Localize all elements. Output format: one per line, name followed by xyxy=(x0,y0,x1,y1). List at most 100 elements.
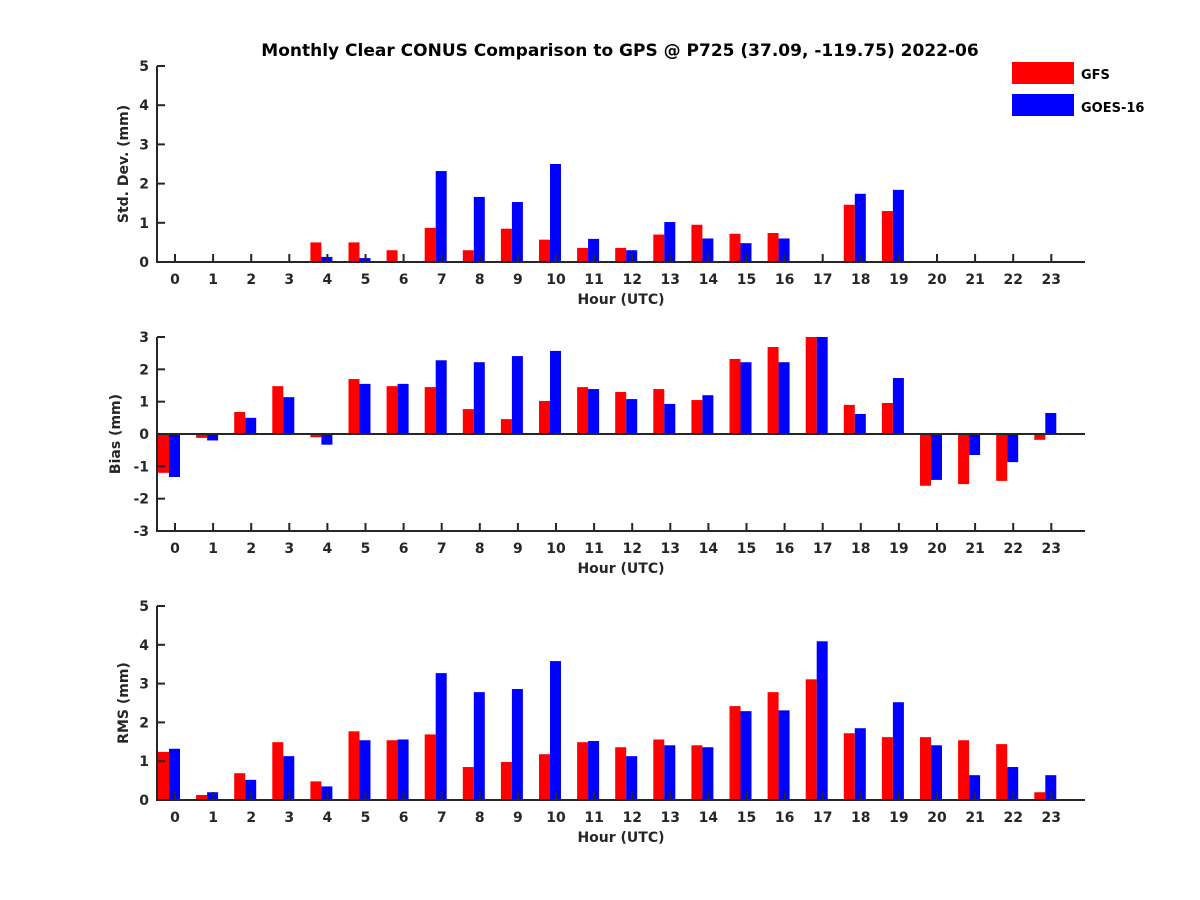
xtick-label: 18 xyxy=(851,810,870,826)
bar-rms-gfs-hour-5 xyxy=(348,731,360,800)
bar-std-goes16-hour-11 xyxy=(588,238,600,262)
bar-rms-gfs-hour-2 xyxy=(234,773,246,800)
xtick-label: 6 xyxy=(399,810,409,826)
xtick-label: 11 xyxy=(584,810,603,826)
bar-std-gfs-hour-12 xyxy=(615,247,627,262)
ytick-label: 1 xyxy=(139,216,149,232)
bar-bias-gfs-hour-20 xyxy=(920,434,931,486)
bar-rms-gfs-hour-0 xyxy=(158,751,169,800)
x-axis-label-std: Hour (UTC) xyxy=(577,292,664,308)
legend-label-goes16: GOES-16 xyxy=(1081,101,1144,116)
bar-rms-goes16-hour-15 xyxy=(740,711,752,800)
xtick-label: 7 xyxy=(437,541,447,557)
axes-std xyxy=(156,66,1085,263)
bar-rms-goes16-hour-22 xyxy=(1007,767,1019,800)
xtick-label: 5 xyxy=(361,541,371,557)
xtick-label: 7 xyxy=(437,810,447,826)
ytick-label: 3 xyxy=(139,330,149,346)
bar-rms-gfs-hour-1 xyxy=(196,794,208,800)
xtick-label: 14 xyxy=(699,541,719,557)
ytick-label: -3 xyxy=(133,524,149,540)
xtick-label: 4 xyxy=(323,272,333,288)
bar-bias-gfs-hour-3 xyxy=(272,386,284,434)
bar-rms-gfs-hour-22 xyxy=(996,744,1008,800)
bar-bias-goes16-hour-15 xyxy=(740,362,752,434)
xtick-label: 19 xyxy=(889,810,908,826)
xtick-label: 13 xyxy=(661,541,680,557)
bar-bias-goes16-hour-0 xyxy=(169,434,180,478)
bar-bias-gfs-hour-23 xyxy=(1034,434,1046,440)
bar-rms-goes16-hour-20 xyxy=(931,745,942,800)
bar-std-gfs-hour-15 xyxy=(729,233,741,262)
xtick-label: 2 xyxy=(246,541,256,557)
bar-bias-goes16-hour-10 xyxy=(550,350,561,434)
bar-bias-goes16-hour-18 xyxy=(854,413,866,434)
xtick-label: 15 xyxy=(737,541,756,557)
bar-rms-gfs-hour-6 xyxy=(386,740,398,800)
bar-bias-gfs-hour-12 xyxy=(615,391,627,434)
bar-bias-gfs-hour-0 xyxy=(158,434,169,473)
bar-bias-gfs-hour-8 xyxy=(462,409,474,434)
bar-rms-gfs-hour-7 xyxy=(424,734,436,800)
bar-bias-goes16-hour-9 xyxy=(511,356,523,434)
xtick-label: 1 xyxy=(208,272,218,288)
bar-std-goes16-hour-14 xyxy=(702,238,714,262)
xtick-label: 3 xyxy=(284,541,294,557)
bar-bias-goes16-hour-14 xyxy=(702,395,714,434)
bar-bias-gfs-hour-9 xyxy=(500,419,512,434)
xtick-label: 7 xyxy=(437,272,447,288)
xtick-label: 8 xyxy=(475,810,485,826)
xtick-label: 2 xyxy=(246,810,256,826)
bar-std-gfs-hour-6 xyxy=(386,250,398,262)
legend: GFS GOES-16 xyxy=(1012,62,1144,116)
xtick-label: 5 xyxy=(361,810,371,826)
bar-bias-gfs-hour-6 xyxy=(386,386,398,434)
bar-rms-gfs-hour-21 xyxy=(958,740,970,800)
xtick-label: 19 xyxy=(889,541,908,557)
xtick-label: 15 xyxy=(737,810,756,826)
ytick-label: 3 xyxy=(139,137,149,153)
bar-bias-goes16-hour-21 xyxy=(969,434,981,456)
bar-bias-goes16-hour-11 xyxy=(588,389,600,434)
ytick-label: 5 xyxy=(139,599,149,615)
bar-std-goes16-hour-10 xyxy=(550,164,561,262)
bar-rms-goes16-hour-16 xyxy=(778,710,790,800)
legend-swatch-goes16 xyxy=(1012,94,1074,116)
bar-bias-goes16-hour-6 xyxy=(397,383,409,434)
bar-std-goes16-hour-9 xyxy=(511,202,523,262)
x-axis-label-rms: Hour (UTC) xyxy=(577,830,664,846)
bar-bias-goes16-hour-16 xyxy=(778,362,790,434)
xtick-label: 13 xyxy=(661,810,680,826)
xtick-label: 16 xyxy=(775,541,794,557)
xtick-label: 14 xyxy=(699,272,719,288)
bar-rms-gfs-hour-20 xyxy=(920,737,931,800)
bar-bias-gfs-hour-14 xyxy=(691,400,703,434)
bar-rms-goes16-hour-11 xyxy=(588,741,600,800)
bar-bias-goes16-hour-12 xyxy=(626,399,638,434)
xtick-label: 23 xyxy=(1042,810,1061,826)
xtick-label: 15 xyxy=(737,272,756,288)
xtick-label: 22 xyxy=(1003,810,1022,826)
bar-bias-gfs-hour-7 xyxy=(424,387,436,434)
bar-rms-goes16-hour-18 xyxy=(854,728,866,800)
bar-rms-gfs-hour-18 xyxy=(843,733,855,800)
bar-std-gfs-hour-7 xyxy=(424,227,436,262)
bar-std-gfs-hour-11 xyxy=(577,247,589,262)
xtick-label: 17 xyxy=(813,810,832,826)
xtick-label: 21 xyxy=(965,810,984,826)
xtick-label: 23 xyxy=(1042,272,1061,288)
xtick-label: 8 xyxy=(475,272,485,288)
bar-bias-gfs-hour-15 xyxy=(729,358,741,434)
bar-bias-goes16-hour-17 xyxy=(816,337,828,434)
ytick-label: 1 xyxy=(139,395,149,411)
ytick-label: 4 xyxy=(139,638,149,654)
xtick-label: 16 xyxy=(775,810,794,826)
bar-std-gfs-hour-16 xyxy=(767,232,779,262)
xtick-label: 22 xyxy=(1003,541,1022,557)
bar-bias-goes16-hour-19 xyxy=(892,378,904,434)
bar-bias-gfs-hour-13 xyxy=(653,389,665,434)
bar-rms-gfs-hour-12 xyxy=(615,747,627,800)
xtick-label: 22 xyxy=(1003,272,1022,288)
